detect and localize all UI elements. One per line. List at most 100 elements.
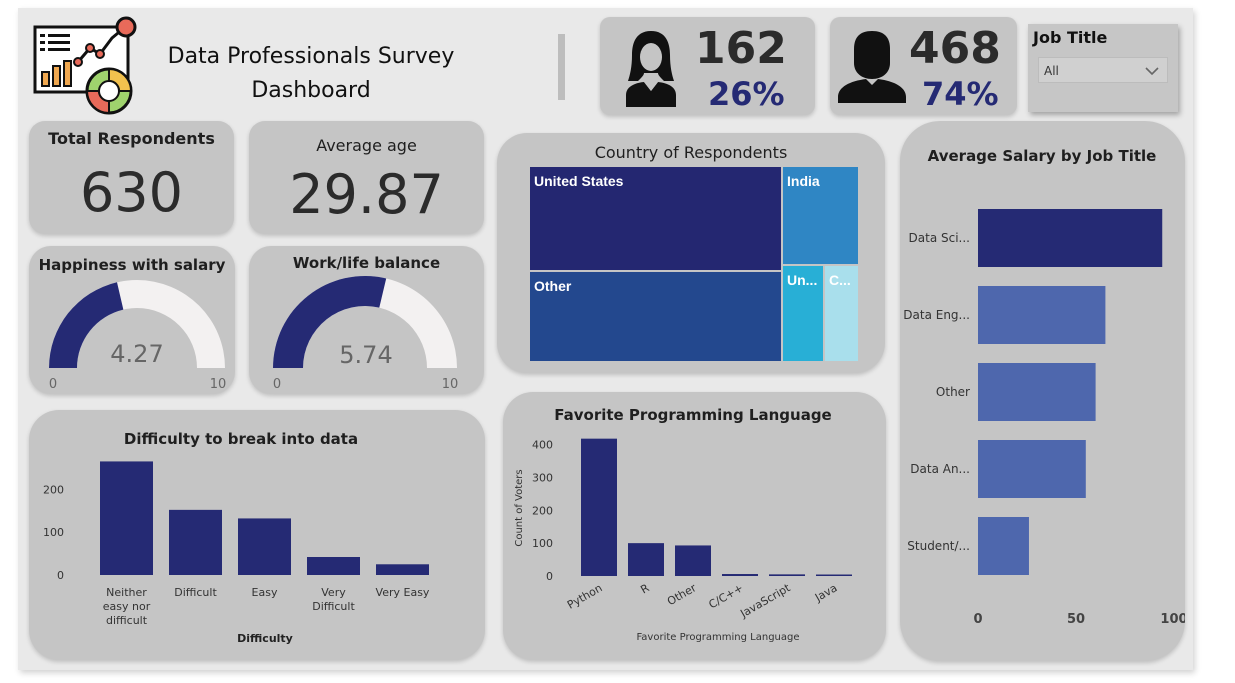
- treemap-tile-india[interactable]: India: [783, 167, 858, 264]
- chevron-down-icon: [1145, 67, 1159, 76]
- avg-salary-card: Average Salary by Job Title Data Sci... D…: [900, 121, 1185, 661]
- total-respondents-label: Total Respondents: [48, 129, 215, 148]
- language-y-tick: 200: [532, 504, 553, 517]
- female-user-icon: [626, 31, 676, 107]
- language-chart-card: Favorite Programming Language Favorite P…: [503, 392, 886, 660]
- language-x-tick: JavaScript: [737, 581, 793, 621]
- salary-bar[interactable]: [978, 440, 1086, 498]
- happiness-gauge-title: Happiness with salary: [38, 256, 226, 274]
- job-title-slicer: Job Title All: [1028, 24, 1178, 112]
- difficulty-y-tick: 100: [43, 526, 64, 539]
- language-y-tick: 100: [532, 537, 553, 550]
- difficulty-bar[interactable]: [376, 564, 429, 575]
- salary-y-tick: Student/...: [907, 539, 970, 553]
- avg-salary-chart: Average Salary by Job Title Data Sci... D…: [903, 147, 1185, 627]
- treemap-label-other: Other: [534, 278, 572, 294]
- difficulty-bar[interactable]: [100, 461, 153, 575]
- average-age-card: Average age 29.87: [249, 121, 484, 234]
- salary-bar[interactable]: [978, 363, 1096, 421]
- language-y-tick: 0: [546, 570, 553, 583]
- difficulty-x-tick: Very Difficult: [312, 586, 355, 613]
- worklife-gauge-title: Work/life balance: [292, 254, 441, 272]
- worklife-gauge-max: 10: [442, 377, 459, 392]
- difficulty-bar[interactable]: [238, 518, 291, 575]
- male-user-icon: [838, 31, 906, 103]
- male-percent: 74%: [922, 75, 999, 113]
- language-bar[interactable]: [769, 574, 805, 576]
- language-y-tick: 400: [532, 439, 553, 452]
- language-bar[interactable]: [722, 574, 758, 576]
- treemap-label-united-states: United States: [534, 173, 624, 189]
- analytics-dashboard-icon: [33, 16, 137, 115]
- male-count: 468: [909, 23, 1001, 74]
- header-divider: [558, 34, 565, 100]
- difficulty-y-tick: 0: [57, 569, 64, 582]
- salary-bar[interactable]: [978, 286, 1106, 344]
- salary-bar[interactable]: [978, 209, 1163, 267]
- difficulty-x-tick: Neither easy nor difficult: [103, 586, 151, 627]
- total-respondents-card: Total Respondents 630: [29, 121, 234, 234]
- average-age-value: 29.87: [289, 163, 444, 226]
- treemap-label-un: Un...: [787, 272, 818, 288]
- difficulty-y-tick: 200: [43, 483, 64, 496]
- avg-salary-title: Average Salary by Job Title: [928, 147, 1157, 165]
- job-title-label: Job Title: [1033, 28, 1108, 47]
- language-bar[interactable]: [628, 543, 664, 576]
- happiness-gauge: 4.27 0 10: [49, 280, 227, 392]
- salary-y-tick: Other: [936, 385, 970, 399]
- language-y-tick: 300: [532, 471, 553, 484]
- language-bar[interactable]: [675, 545, 711, 576]
- salary-bar[interactable]: [978, 517, 1029, 575]
- language-x-tick: Other: [665, 581, 699, 608]
- happiness-gauge-card: Happiness with salary 4.27 0 10: [29, 246, 235, 394]
- language-chart-title: Favorite Programming Language: [554, 406, 831, 424]
- total-respondents-value: 630: [79, 161, 184, 224]
- country-treemap-title: Country of Respondents: [594, 143, 788, 162]
- language-x-axis-title: Favorite Programming Language: [636, 632, 799, 643]
- worklife-gauge-value: 5.74: [339, 341, 392, 369]
- language-bar[interactable]: [816, 574, 852, 577]
- job-title-dropdown[interactable]: All: [1038, 57, 1168, 83]
- salary-x-tick: 100: [1160, 612, 1185, 627]
- salary-y-tick: Data Eng...: [903, 308, 970, 322]
- difficulty-chart-card: Difficulty to break into data Difficulty…: [29, 410, 485, 660]
- difficulty-chart-title: Difficulty to break into data: [124, 430, 358, 448]
- salary-y-tick: Data Sci...: [909, 231, 970, 245]
- treemap-tile-c[interactable]: C...: [825, 266, 858, 361]
- female-count: 162: [695, 23, 787, 74]
- difficulty-x-tick: Very Easy: [376, 586, 430, 599]
- worklife-gauge-card: Work/life balance 5.74 0 10: [249, 246, 484, 394]
- salary-x-tick: 0: [973, 612, 982, 627]
- language-x-tick: Python: [565, 581, 605, 611]
- treemap-tile-other[interactable]: Other: [530, 272, 781, 361]
- female-kpi-card: 162 26%: [600, 17, 815, 115]
- average-age-label: Average age: [316, 136, 417, 155]
- happiness-gauge-value: 4.27: [110, 340, 163, 368]
- language-bar[interactable]: [581, 438, 617, 576]
- salary-y-tick: Data An...: [910, 462, 970, 476]
- country-treemap-card: Country of Respondents United States Oth…: [497, 133, 885, 373]
- language-y-axis-title: Count of Voters: [514, 469, 525, 546]
- language-x-tick: Java: [812, 581, 840, 604]
- language-x-tick: C/C++: [707, 581, 746, 611]
- happiness-gauge-min: 0: [49, 377, 57, 392]
- worklife-gauge-min: 0: [273, 377, 281, 392]
- treemap-label-india: India: [787, 173, 820, 189]
- difficulty-bar[interactable]: [169, 509, 222, 575]
- difficulty-x-tick: Easy: [252, 586, 278, 599]
- language-chart: Favorite Programming Language Favorite P…: [514, 406, 852, 643]
- male-kpi-card: 468 74%: [830, 17, 1017, 115]
- treemap-label-c: C...: [829, 272, 851, 288]
- salary-x-tick: 50: [1067, 612, 1085, 627]
- difficulty-chart: Difficulty to break into data Difficulty…: [43, 430, 430, 645]
- worklife-gauge: 5.74 0 10: [273, 276, 459, 392]
- treemap-tile-united-states[interactable]: United States: [530, 167, 781, 270]
- language-x-tick: R: [638, 581, 651, 596]
- treemap-tile-un[interactable]: Un...: [783, 266, 823, 361]
- female-percent: 26%: [708, 75, 785, 113]
- country-treemap: United States Other India Un... C...: [530, 167, 858, 361]
- difficulty-x-tick: Difficult: [174, 586, 217, 599]
- difficulty-bar[interactable]: [307, 557, 360, 575]
- happiness-gauge-max: 10: [210, 377, 227, 392]
- difficulty-x-axis-title: Difficulty: [237, 632, 293, 645]
